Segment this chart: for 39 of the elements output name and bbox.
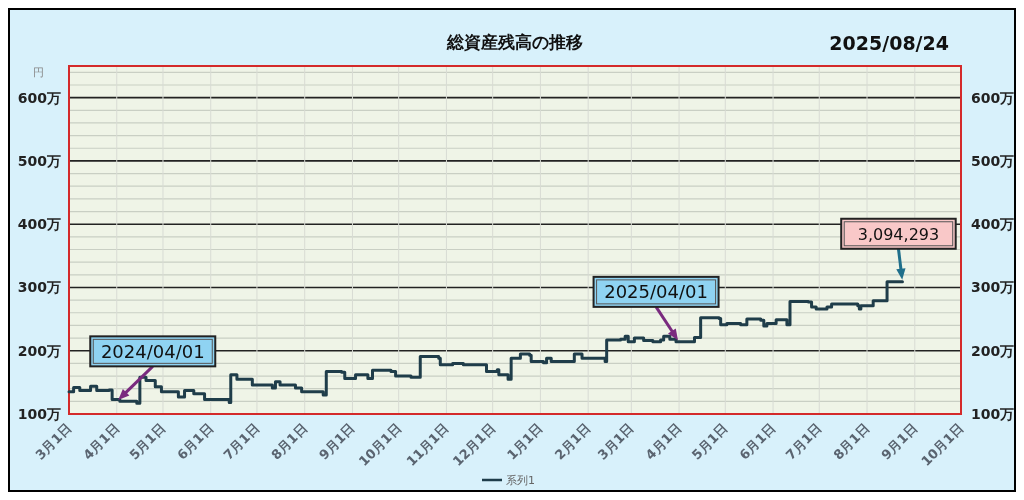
y-tick-label: 200万 (17, 342, 61, 359)
x-tick-label: 3月1日 (594, 420, 637, 463)
y2-tick-label: 600万 (971, 89, 1015, 106)
annotation: 2024/04/01 (100, 340, 205, 362)
x-tick-label: 9月1日 (878, 420, 921, 463)
chart-title: 総資産残高の推移 (446, 32, 583, 52)
x-tick-label: 9月1日 (316, 420, 358, 463)
x-tick-label: 11月1日 (403, 420, 452, 469)
y-tick-label: 400万 (17, 216, 61, 233)
y-tick-label: 500万 (17, 152, 61, 169)
x-tick-label: 5月1日 (688, 420, 731, 463)
x-tick-label: 1月1日 (503, 420, 546, 463)
x-tick-label: 6月1日 (736, 420, 779, 463)
x-tick-label: 7月1日 (782, 420, 825, 463)
x-tick-label: 8月1日 (268, 420, 311, 463)
y2-tick-label: 500万 (971, 152, 1015, 169)
x-tick-label: 5月1日 (126, 420, 169, 463)
x-tick-label: 2月1日 (551, 420, 594, 463)
x-tick-label: 4月1日 (642, 420, 685, 463)
annotation: 3,094,293 (857, 224, 940, 244)
y-tick-label: 600万 (17, 89, 61, 106)
x-tick-label: 12月1日 (449, 420, 498, 469)
y-tick-label: 100万 (17, 405, 61, 422)
x-tick-label: 8月1日 (830, 420, 873, 463)
x-tick-label: 3月1日 (32, 420, 75, 463)
x-tick-label: 10月1日 (918, 420, 967, 469)
x-tick-label: 10月1日 (355, 420, 405, 469)
x-tick-label: 4月1日 (80, 420, 123, 463)
annotation: 2025/04/01 (604, 281, 708, 303)
y2-tick-label: 200万 (971, 342, 1015, 359)
y2-tick-label: 100万 (971, 405, 1015, 422)
text: 2025/08/24 (829, 32, 949, 54)
y-axis-title: 円 (33, 66, 44, 79)
x-tick-label: 7月1日 (220, 420, 263, 463)
x-tick-label: 6月1日 (174, 420, 217, 463)
y2-tick-label: 400万 (971, 216, 1015, 233)
y2-tick-label: 300万 (971, 279, 1015, 296)
legend-label: 系列1 (506, 473, 535, 487)
y-tick-label: 300万 (17, 279, 61, 296)
